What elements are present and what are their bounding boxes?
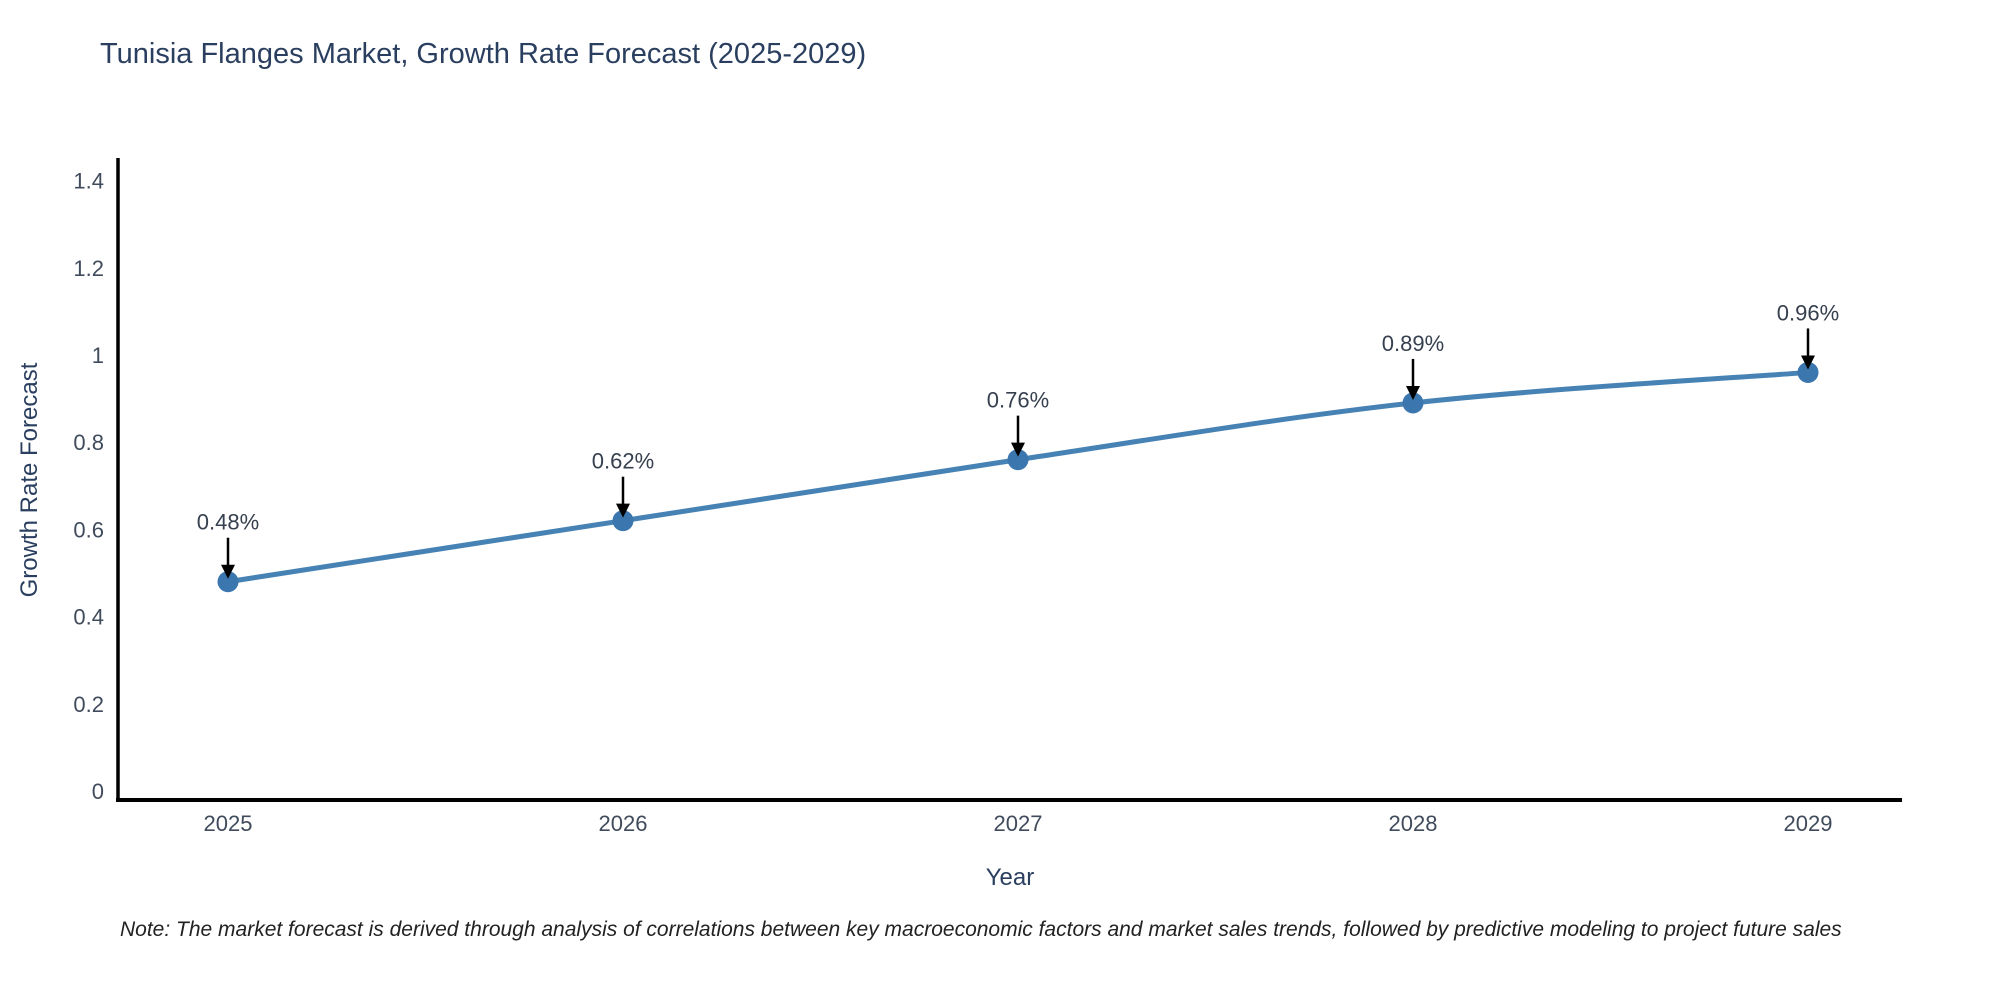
data-label-2025: 0.48% (197, 510, 259, 535)
chart-footnote: Note: The market forecast is derived thr… (120, 918, 1842, 941)
y-tick-label: 0.4 (73, 605, 104, 630)
y-tick-label: 0.2 (73, 692, 104, 717)
data-point-2028[interactable] (1402, 392, 1424, 414)
annotation-arrowhead-icon (616, 503, 630, 518)
y-tick-label: 0 (92, 779, 104, 804)
y-axis-title: Growth Rate Forecast (16, 362, 43, 598)
y-tick-label: 1.2 (73, 256, 104, 281)
x-tick-label: 2025 (204, 811, 253, 836)
x-tick-label: 2027 (994, 811, 1043, 836)
data-point-2026[interactable] (612, 510, 634, 532)
x-tick-label: 2028 (1389, 811, 1438, 836)
annotation-arrowhead-icon (1406, 385, 1420, 400)
x-axis-title: Year (985, 864, 1035, 891)
data-label-2027: 0.76% (987, 388, 1049, 413)
data-label-2026: 0.62% (592, 449, 654, 474)
data-point-2029[interactable] (1797, 361, 1819, 383)
x-tick-label: 2026 (599, 811, 648, 836)
annotation-arrowhead-icon (1801, 355, 1815, 370)
y-tick-label: 1 (92, 343, 104, 368)
y-tick-label: 1.4 (73, 169, 104, 194)
data-label-2029: 0.96% (1777, 300, 1839, 325)
chart-title: Tunisia Flanges Market, Growth Rate Fore… (100, 38, 867, 70)
data-label-2028: 0.89% (1382, 331, 1444, 356)
x-tick-label: 2029 (1784, 811, 1833, 836)
y-tick-label: 0.6 (73, 517, 104, 542)
annotation-arrowhead-icon (1011, 442, 1025, 457)
annotation-arrowhead-icon (221, 564, 235, 579)
data-point-2025[interactable] (217, 571, 239, 593)
y-tick-label: 0.8 (73, 430, 104, 455)
data-point-2027[interactable] (1007, 449, 1029, 471)
